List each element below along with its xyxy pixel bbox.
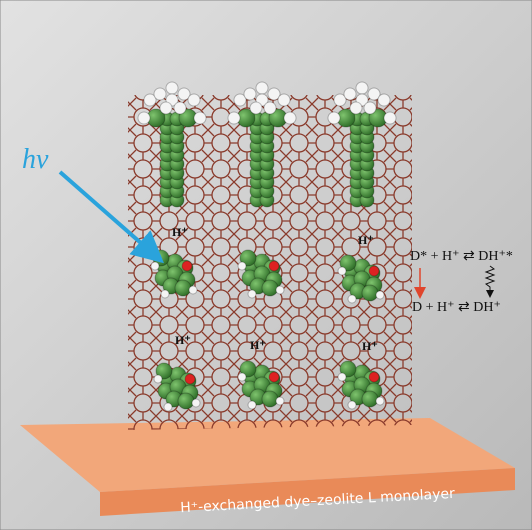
atom: [228, 112, 240, 124]
atom: [356, 82, 368, 94]
proton-label: H⁺: [172, 225, 188, 239]
atom: [350, 102, 362, 114]
atom: [182, 261, 192, 271]
atom: [161, 290, 169, 298]
figure: hν H⁺ H⁺ H⁺ H⁺ H⁺ D* + H⁺ ⇄ DH⁺* D + H⁺ …: [0, 0, 532, 530]
atom: [154, 88, 166, 100]
atom: [174, 102, 186, 114]
atom: [369, 372, 379, 382]
atom: [384, 112, 396, 124]
atom: [269, 372, 279, 382]
equation: D + H⁺ ⇄ DH⁺: [412, 300, 501, 315]
atom: [348, 295, 356, 303]
atom: [284, 112, 296, 124]
atom: [278, 94, 290, 106]
proton-label: H⁺: [358, 233, 374, 247]
atom: [194, 112, 206, 124]
atom: [376, 291, 384, 299]
atom: [369, 266, 379, 276]
atom: [364, 102, 376, 114]
atom: [276, 286, 284, 294]
equation: D* + H⁺ ⇄ DH⁺*: [410, 249, 513, 264]
atom: [269, 261, 279, 271]
atom: [188, 94, 200, 106]
atom: [262, 391, 278, 407]
atom: [248, 401, 256, 409]
atom: [256, 82, 268, 94]
photon-label: hν: [22, 144, 49, 175]
atom: [166, 82, 178, 94]
atom: [328, 112, 340, 124]
atom: [151, 262, 159, 270]
atom: [276, 397, 284, 405]
atom: [185, 374, 195, 384]
atom: [338, 267, 346, 275]
atom: [250, 102, 262, 114]
atom: [192, 399, 200, 407]
atom: [362, 391, 378, 407]
proton-label: H⁺: [175, 333, 191, 347]
atom: [164, 403, 172, 411]
proton-label: H⁺: [250, 338, 266, 352]
atom: [264, 102, 276, 114]
atom: [362, 285, 378, 301]
atom: [160, 102, 172, 114]
proton-label: H⁺: [362, 339, 378, 353]
atom: [154, 375, 162, 383]
atom: [248, 290, 256, 298]
atom: [338, 373, 346, 381]
atom: [344, 88, 356, 100]
atom: [348, 401, 356, 409]
atom: [189, 286, 197, 294]
atom: [238, 262, 246, 270]
atom: [238, 373, 246, 381]
atom: [138, 112, 150, 124]
atom: [376, 397, 384, 405]
atom: [262, 280, 278, 296]
atom: [378, 94, 390, 106]
atom: [244, 88, 256, 100]
atom: [178, 393, 194, 409]
atom: [175, 280, 191, 296]
